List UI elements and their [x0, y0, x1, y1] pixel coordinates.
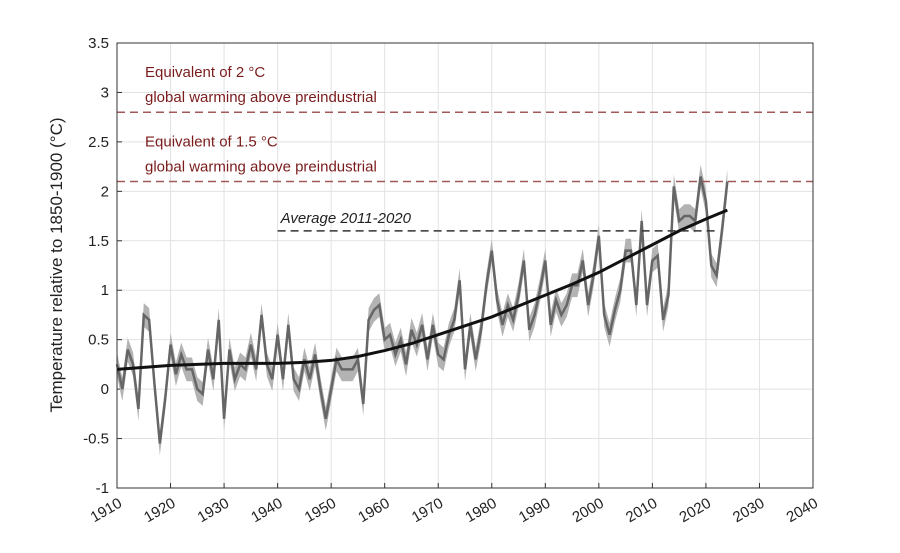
reference-label: global warming above preindustrial	[145, 89, 377, 106]
average-label: Average 2011-2020	[280, 210, 412, 227]
y-tick-label: -0.5	[83, 431, 109, 448]
y-tick-label: 3	[101, 84, 109, 101]
uncertainty-band	[117, 164, 728, 456]
x-tick-label: 2040	[784, 495, 821, 526]
x-tick-label: 2020	[677, 495, 714, 526]
x-tick-label: 1940	[248, 495, 285, 526]
x-tick-label: 1920	[141, 495, 178, 526]
y-tick-label: 0	[101, 381, 109, 398]
y-tick-label: 1	[101, 282, 109, 299]
x-tick-label: 2000	[569, 495, 606, 526]
x-tick-label: 1950	[302, 495, 339, 526]
trend-line	[116, 208, 728, 371]
y-tick-label: 3.5	[88, 35, 109, 52]
y-tick-label: 1.5	[88, 233, 109, 250]
y-tick-label: 0.5	[88, 332, 109, 349]
x-tick-label: 2030	[730, 495, 767, 526]
reference-label: global warming above preindustrial	[145, 158, 377, 175]
y-tick-label: -1	[96, 480, 109, 497]
x-tick-label: 1990	[516, 495, 553, 526]
reference-label: Equivalent of 1.5 °C	[145, 133, 278, 150]
x-tick-label: 1960	[355, 495, 392, 526]
x-tick-label: 1910	[88, 495, 125, 526]
reference-label: Equivalent of 2 °C	[145, 64, 265, 81]
annual-line	[115, 176, 729, 444]
x-tick-label: 1970	[409, 495, 446, 526]
x-tick-label: 1980	[462, 495, 499, 526]
plot-frame	[116, 42, 814, 489]
x-tick-label: 1930	[195, 495, 232, 526]
x-tick-label: 2010	[623, 495, 660, 526]
y-axis-label: Temperature relative to 1850-1900 (°C)	[47, 117, 66, 412]
y-tick-label: 2.5	[88, 134, 109, 151]
y-tick-label: 2	[101, 183, 109, 200]
